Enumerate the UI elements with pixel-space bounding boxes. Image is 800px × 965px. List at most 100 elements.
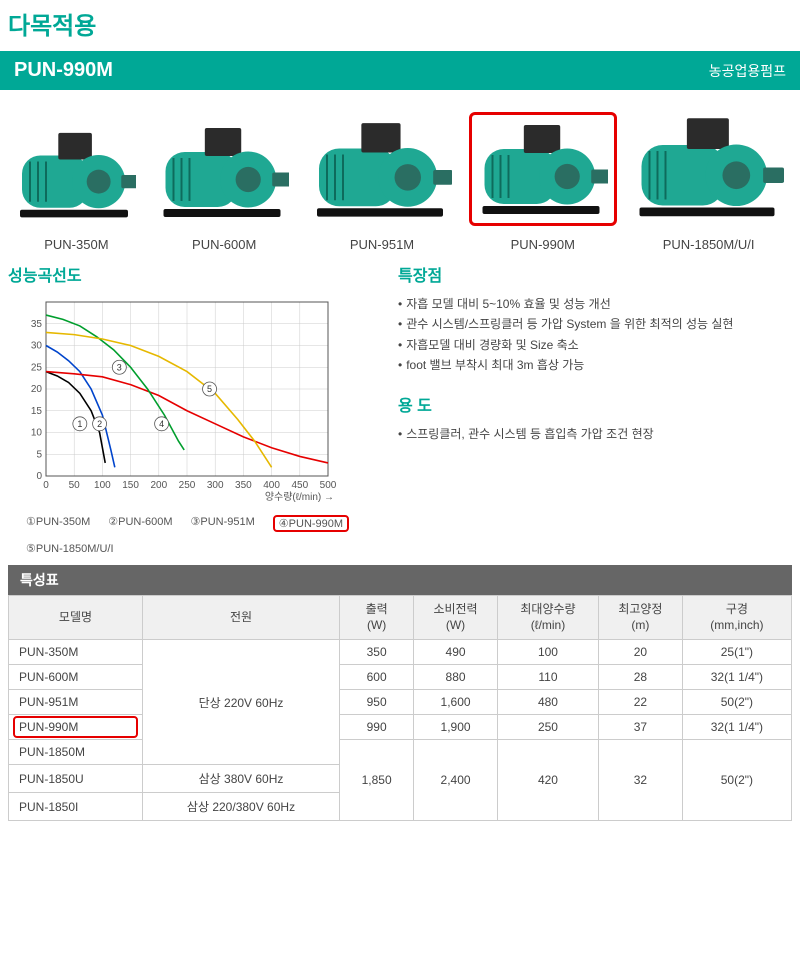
- spec-cell: 420: [497, 740, 598, 821]
- spec-cell: 1,600: [414, 690, 498, 715]
- list-item: 자흡모델 대비 경량화 및 Size 축소: [398, 335, 792, 355]
- svg-text:25: 25: [31, 362, 43, 373]
- table-row: PUN-990M9901,9002503732(1 1/4"): [9, 715, 792, 740]
- pump-image: [628, 108, 790, 226]
- svg-text:1: 1: [77, 419, 82, 429]
- table-header: 최고양정(m): [599, 596, 683, 640]
- model-cell: PUN-1850U: [9, 765, 143, 793]
- product-gallery: PUN-350M PUN-600M PUN-951M PUN-990M: [0, 90, 800, 262]
- chart-title: 성능곡선도: [8, 262, 368, 286]
- spec-cell: 22: [599, 690, 683, 715]
- power-cell: 단상 220V 60Hz: [142, 640, 339, 765]
- model-cell: PUN-350M: [9, 640, 143, 665]
- table-row: PUN-1850M1,8502,4004203250(2"): [9, 740, 792, 765]
- model-cell: PUN-600M: [9, 665, 143, 690]
- svg-text:350: 350: [235, 480, 252, 491]
- usage-title: 용 도: [398, 392, 792, 416]
- performance-chart: 0501001502002503003504004505000510152025…: [8, 294, 368, 509]
- spec-cell: 32(1 1/4"): [682, 715, 791, 740]
- spec-section: 특성표 모델명전원출력(W)소비전력(W)최대양수량(ℓ/min)최고양정(m)…: [0, 565, 800, 833]
- legend-item: ①PUN-350M: [26, 515, 90, 532]
- product-label: PUN-600M: [153, 237, 295, 252]
- svg-text:150: 150: [122, 480, 139, 491]
- table-header: 모델명: [9, 596, 143, 640]
- product-item: PUN-1850M/U/I: [628, 108, 790, 252]
- chart-legend: ①PUN-350M②PUN-600M③PUN-951M④PUN-990M⑤PUN…: [8, 509, 368, 555]
- svg-text:15: 15: [31, 406, 43, 417]
- list-item: 관수 시스템/스프링클러 등 가압 System 을 위한 최적의 성능 실현: [398, 314, 792, 334]
- svg-text:3: 3: [117, 362, 122, 372]
- svg-text:양수량(ℓ/min) →: 양수량(ℓ/min) →: [265, 491, 334, 503]
- svg-text:0: 0: [43, 480, 49, 491]
- svg-text:300: 300: [207, 480, 224, 491]
- spec-cell: 1,900: [414, 715, 498, 740]
- table-header: 전원: [142, 596, 339, 640]
- svg-text:200: 200: [150, 480, 167, 491]
- legend-item: ②PUN-600M: [108, 515, 172, 532]
- spec-cell: 32: [599, 740, 683, 821]
- info-column: 특장점 자흡 모델 대비 5~10% 효율 및 성능 개선관수 시스템/스프링클…: [398, 262, 792, 555]
- table-row: PUN-350M단상 220V 60Hz3504901002025(1"): [9, 640, 792, 665]
- product-label: PUN-990M: [469, 237, 617, 252]
- spec-cell: 100: [497, 640, 598, 665]
- list-item: foot 밸브 부착시 최대 3m 흡상 가능: [398, 355, 792, 375]
- pump-image: [10, 123, 142, 226]
- power-cell: 삼상 380V 60Hz: [142, 765, 339, 793]
- svg-text:30: 30: [31, 341, 43, 352]
- spec-cell: 50(2"): [682, 740, 791, 821]
- svg-text:450: 450: [291, 480, 308, 491]
- svg-text:4: 4: [159, 419, 164, 429]
- spec-cell: 990: [340, 715, 414, 740]
- svg-text:5: 5: [36, 449, 42, 460]
- product-item: PUN-350M: [10, 123, 142, 252]
- svg-text:20: 20: [31, 384, 43, 395]
- spec-title: 특성표: [8, 565, 792, 595]
- spec-cell: 28: [599, 665, 683, 690]
- svg-text:50: 50: [69, 480, 81, 491]
- spec-cell: 32(1 1/4"): [682, 665, 791, 690]
- header-category: 농공업용펌프: [709, 61, 786, 81]
- spec-cell: 490: [414, 640, 498, 665]
- svg-text:10: 10: [31, 428, 43, 439]
- table-header: 소비전력(W): [414, 596, 498, 640]
- product-label: PUN-1850M/U/I: [628, 237, 790, 252]
- pump-image: [469, 112, 617, 226]
- spec-cell: 250: [497, 715, 598, 740]
- product-label: PUN-350M: [10, 237, 142, 252]
- spec-cell: 110: [497, 665, 598, 690]
- spec-cell: 2,400: [414, 740, 498, 821]
- legend-item: ⑤PUN-1850M/U/I: [26, 542, 114, 555]
- svg-text:500: 500: [320, 480, 337, 491]
- table-row: PUN-951M9501,6004802250(2"): [9, 690, 792, 715]
- product-item: PUN-600M: [153, 118, 295, 252]
- svg-text:400: 400: [263, 480, 280, 491]
- table-header: 최대양수량(ℓ/min): [497, 596, 598, 640]
- spec-cell: 37: [599, 715, 683, 740]
- product-item: PUN-990M: [469, 112, 617, 252]
- svg-text:0: 0: [36, 471, 42, 482]
- svg-text:35: 35: [31, 319, 43, 330]
- power-cell: 삼상 220/380V 60Hz: [142, 793, 339, 821]
- spec-cell: 25(1"): [682, 640, 791, 665]
- spec-cell: 1,850: [340, 740, 414, 821]
- spec-cell: 600: [340, 665, 414, 690]
- header-bar: PUN-990M 농공업용펌프: [0, 51, 800, 90]
- legend-item: ④PUN-990M: [273, 515, 349, 532]
- svg-text:250: 250: [179, 480, 196, 491]
- features-list: 자흡 모델 대비 5~10% 효율 및 성능 개선관수 시스템/스프링클러 등 …: [398, 294, 792, 376]
- spec-cell: 50(2"): [682, 690, 791, 715]
- pump-image: [306, 113, 458, 226]
- spec-cell: 880: [414, 665, 498, 690]
- list-item: 스프링클러, 관수 시스템 등 흡입측 가압 조건 현장: [398, 424, 792, 444]
- list-item: 자흡 모델 대비 5~10% 효율 및 성능 개선: [398, 294, 792, 314]
- header-model: PUN-990M: [14, 59, 113, 82]
- model-cell: PUN-951M: [9, 690, 143, 715]
- svg-text:5: 5: [207, 384, 212, 394]
- table-header: 출력(W): [340, 596, 414, 640]
- table-header: 구경(mm,inch): [682, 596, 791, 640]
- features-title: 특장점: [398, 262, 792, 286]
- product-item: PUN-951M: [306, 113, 458, 252]
- spec-cell: 950: [340, 690, 414, 715]
- spec-table: 모델명전원출력(W)소비전력(W)최대양수량(ℓ/min)최고양정(m)구경(m…: [8, 595, 792, 821]
- model-cell: PUN-1850I: [9, 793, 143, 821]
